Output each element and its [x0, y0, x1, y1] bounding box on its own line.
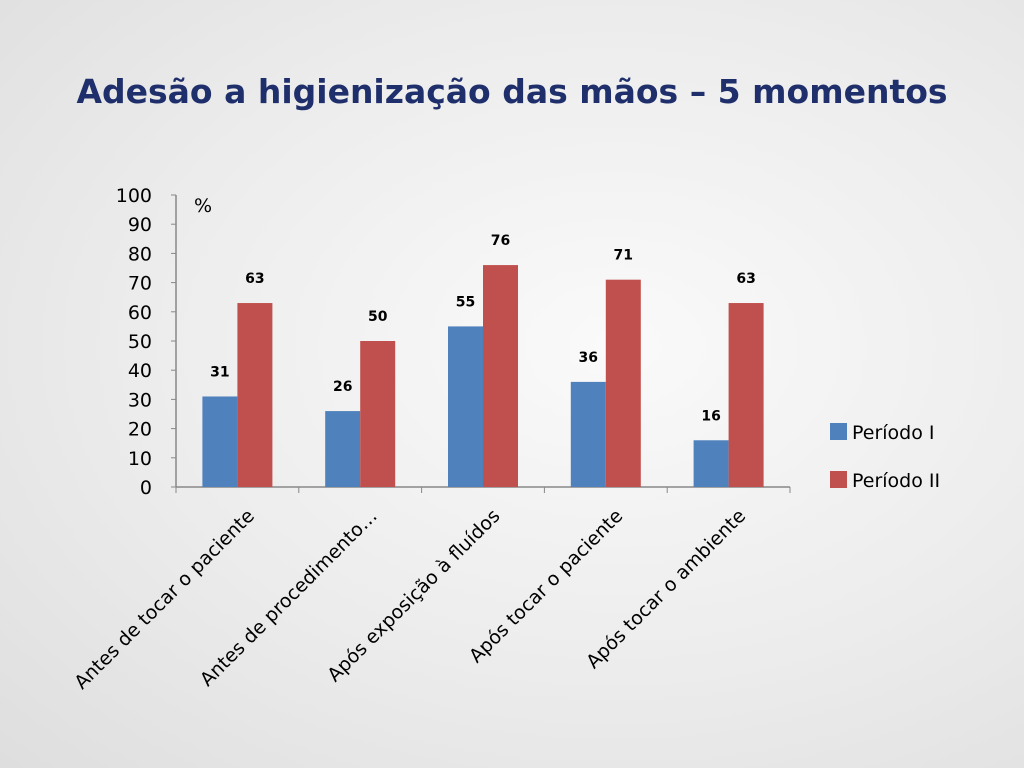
bar [570, 381, 606, 487]
y-tick-label: 90 [128, 214, 152, 236]
y-unit-label: % [194, 195, 212, 217]
legend-label: Período II [852, 470, 940, 492]
chart-data-labels: 31 63 26 50 55 76 36 71 16 63 [210, 233, 756, 424]
y-tick-label: 50 [128, 331, 152, 353]
data-label: 63 [245, 271, 264, 287]
y-tick-label: 80 [128, 243, 152, 265]
data-label: 71 [614, 248, 633, 264]
bar [483, 265, 518, 487]
bar [237, 303, 273, 487]
data-label: 50 [368, 309, 388, 325]
chart-legend: Período I Período II [830, 422, 940, 492]
bar [360, 341, 396, 487]
bar [693, 440, 729, 487]
legend-swatch [830, 471, 847, 488]
y-tick-label: 70 [128, 273, 152, 295]
bar [325, 411, 361, 487]
data-label: 26 [333, 379, 352, 395]
data-label: 76 [491, 233, 510, 249]
data-label: 55 [456, 294, 475, 310]
y-tick-label: 40 [128, 360, 152, 382]
y-tick-label: 10 [128, 448, 152, 470]
y-tick-label: 20 [128, 419, 152, 441]
data-label: 36 [579, 350, 598, 366]
bar [728, 303, 764, 487]
data-label: 63 [736, 271, 755, 287]
bar [448, 326, 483, 487]
y-tick-label: 60 [128, 302, 152, 324]
bar [202, 396, 238, 487]
slide-title: Adesão a higienização das mãos – 5 momen… [76, 72, 948, 111]
y-tick-label: 30 [128, 389, 152, 411]
y-tick-label: 0 [140, 477, 152, 499]
legend-swatch [830, 423, 847, 440]
y-tick-label: 100 [116, 185, 152, 207]
data-label: 31 [210, 364, 229, 380]
bar [605, 279, 641, 487]
data-label: 16 [701, 408, 720, 424]
legend-label: Período I [852, 422, 935, 444]
chart-bars [202, 265, 764, 487]
